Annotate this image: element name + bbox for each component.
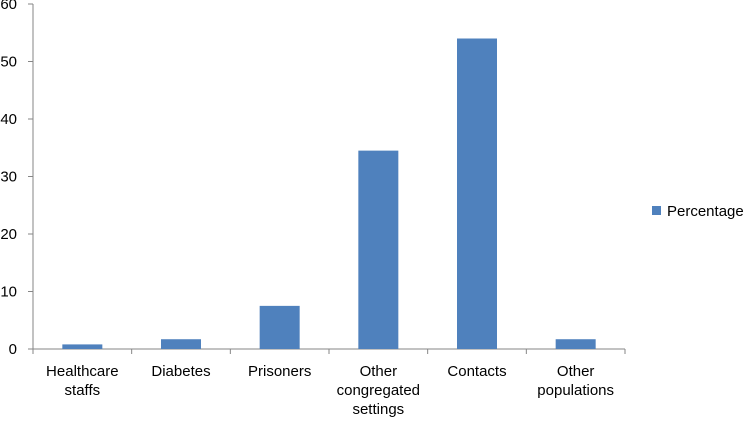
x-tick-label: Other populations [537,363,614,399]
y-axis: 0 10 20 30 40 50 60 [0,0,34,358]
bar [358,150,399,349]
legend: Percentage [652,203,744,220]
x-tick-label-line: Contacts [447,363,506,380]
y-tick-label: 0 [9,341,17,358]
x-tick-label: Other congregated settings [337,363,420,418]
bar [259,305,300,349]
legend-label: Percentage [667,203,744,220]
x-tick-label: Healthcare staffs [46,363,119,399]
x-tick-label-line: Other [557,363,595,380]
y-tick-label: 30 [0,169,17,186]
bar [457,38,497,349]
y-tick-label: 40 [0,111,17,128]
x-axis: Healthcare staffs Diabetes Prisoners Other co… [32,348,626,418]
x-tick-label: Diabetes [151,363,210,380]
x-tick-label-line: settings [352,401,404,418]
bar [555,339,596,349]
x-tick-label-line: Prisoners [248,363,311,380]
x-tick-label-line: Healthcare [46,363,119,380]
legend-swatch [652,206,661,215]
x-tick-label-line: Diabetes [151,363,210,380]
x-tick-label-line: congregated [337,382,420,399]
x-tick-label: Contacts [447,363,506,380]
y-tick-label: 50 [0,54,17,71]
bars [62,38,596,349]
x-tick-label-line: Other [360,363,398,380]
bar [161,339,201,349]
y-tick-label: 10 [0,284,17,301]
x-tick-label-line: populations [537,382,614,399]
x-tick-label: Prisoners [248,363,311,380]
x-tick-label-line: staffs [65,382,101,399]
y-tick-label: 20 [0,226,17,243]
bar [62,344,103,349]
y-tick-label: 60 [0,0,17,13]
